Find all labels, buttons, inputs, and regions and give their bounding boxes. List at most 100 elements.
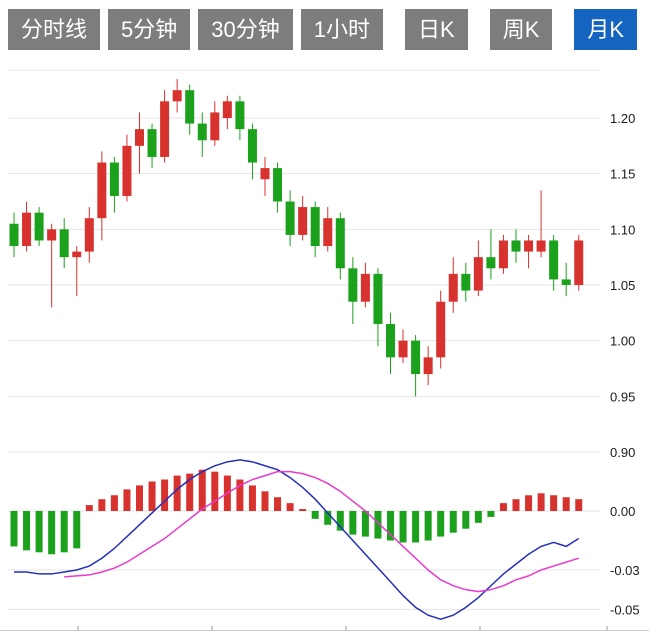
macd-bar (311, 511, 319, 519)
macd-bar (85, 505, 93, 511)
candle-body (398, 340, 408, 358)
macd-bar (424, 511, 432, 541)
macd-bar (462, 511, 470, 529)
candle-body (511, 240, 521, 252)
macd-bar (286, 503, 294, 511)
candle-body (561, 279, 571, 286)
macd-bar (349, 511, 357, 535)
macd-bar (437, 511, 445, 537)
macd-bar (248, 485, 256, 511)
candle-body (335, 218, 345, 269)
macd-bar (186, 473, 194, 511)
candle-body (549, 240, 559, 280)
candle-body (461, 273, 471, 291)
candle-body (524, 240, 534, 252)
candle-body (172, 90, 182, 102)
macd-bar (73, 511, 81, 549)
candle-body (185, 90, 195, 124)
tab-time-line[interactable]: 分时线 (8, 9, 101, 50)
dea-line (64, 470, 579, 593)
macd-bar (525, 495, 533, 511)
macd-bar (361, 511, 369, 537)
tab-30min[interactable]: 30分钟 (198, 9, 293, 50)
candle-body (34, 212, 44, 241)
macd-bar (399, 511, 407, 543)
macd-bar (23, 511, 31, 551)
candle-body (109, 162, 119, 196)
macd-bar (211, 471, 219, 511)
macd-bar (161, 479, 169, 511)
candle-body (210, 112, 220, 141)
candle-body (423, 357, 433, 375)
macd-bar (474, 511, 482, 523)
candle-body (473, 257, 483, 291)
macd-bar (148, 481, 156, 511)
tab-5min[interactable]: 5分钟 (108, 9, 191, 50)
macd-bar (110, 495, 118, 511)
candle-body (235, 101, 245, 130)
tab-1hour[interactable]: 1小时 (300, 9, 383, 50)
candle-body (260, 168, 270, 180)
candle-body (47, 229, 57, 241)
price-axis-label: 1.00 (610, 334, 635, 349)
price-axis-label: 1.10 (610, 222, 635, 237)
candle-body (197, 123, 207, 141)
candle-body (285, 201, 295, 235)
price-axis-label: 0.90 (610, 445, 635, 460)
macd-bar (236, 479, 244, 511)
macd-axis-label: -0.03 (610, 563, 640, 578)
tab-bar: 分时线 5分钟 30分钟 1小时 日K 周K 月K (8, 9, 649, 50)
candle-body (147, 129, 157, 157)
candle-body (574, 240, 584, 286)
tab-month-k[interactable]: 月K (574, 9, 638, 50)
price-axis-label: 1.15 (610, 167, 635, 182)
candle-body (310, 207, 320, 247)
candle-body (298, 207, 308, 235)
macd-bar (274, 497, 282, 511)
macd-bar (48, 511, 56, 555)
price-axis-label: 0.95 (610, 389, 635, 404)
macd-bar (575, 499, 583, 511)
candle-body (536, 240, 546, 252)
candle-body (84, 218, 94, 252)
macd-bar (449, 511, 457, 533)
tab-week-k[interactable]: 周K (489, 9, 553, 50)
candle-body (386, 323, 395, 358)
macd-bar (98, 499, 106, 511)
dif-line (14, 459, 580, 620)
macd-axis-label: -0.05 (610, 602, 640, 617)
candle-body (411, 340, 421, 375)
macd-bar (412, 511, 420, 543)
candle-body (97, 162, 107, 219)
macd-bar (499, 503, 507, 511)
macd-bar (60, 511, 68, 553)
macd-bar (299, 509, 307, 511)
candle-body (122, 145, 132, 196)
candle-body (448, 273, 458, 302)
macd-bar (35, 511, 43, 553)
macd-bar (550, 495, 558, 511)
price-axis-label: 1.20 (610, 111, 635, 126)
macd-bar (324, 511, 332, 525)
candle-body (9, 223, 19, 247)
macd-bar (537, 493, 545, 511)
candle-body (247, 129, 257, 163)
macd-bar (487, 511, 495, 517)
candle-body (273, 168, 283, 202)
candle-body (222, 101, 232, 119)
candle-body (160, 101, 170, 157)
candle-body (373, 273, 383, 324)
candle-body (486, 257, 496, 269)
candle-body (323, 218, 333, 247)
macd-bar (512, 499, 520, 511)
tab-day-k[interactable]: 日K (405, 9, 468, 50)
candle-body (72, 251, 82, 258)
macd-bar (562, 497, 570, 511)
macd-axis-label: 0.00 (610, 504, 635, 519)
macd-bar (123, 489, 131, 511)
candle-body (498, 240, 508, 269)
candle-body (348, 268, 358, 302)
macd-bar (261, 491, 269, 511)
macd-bar (374, 511, 382, 539)
